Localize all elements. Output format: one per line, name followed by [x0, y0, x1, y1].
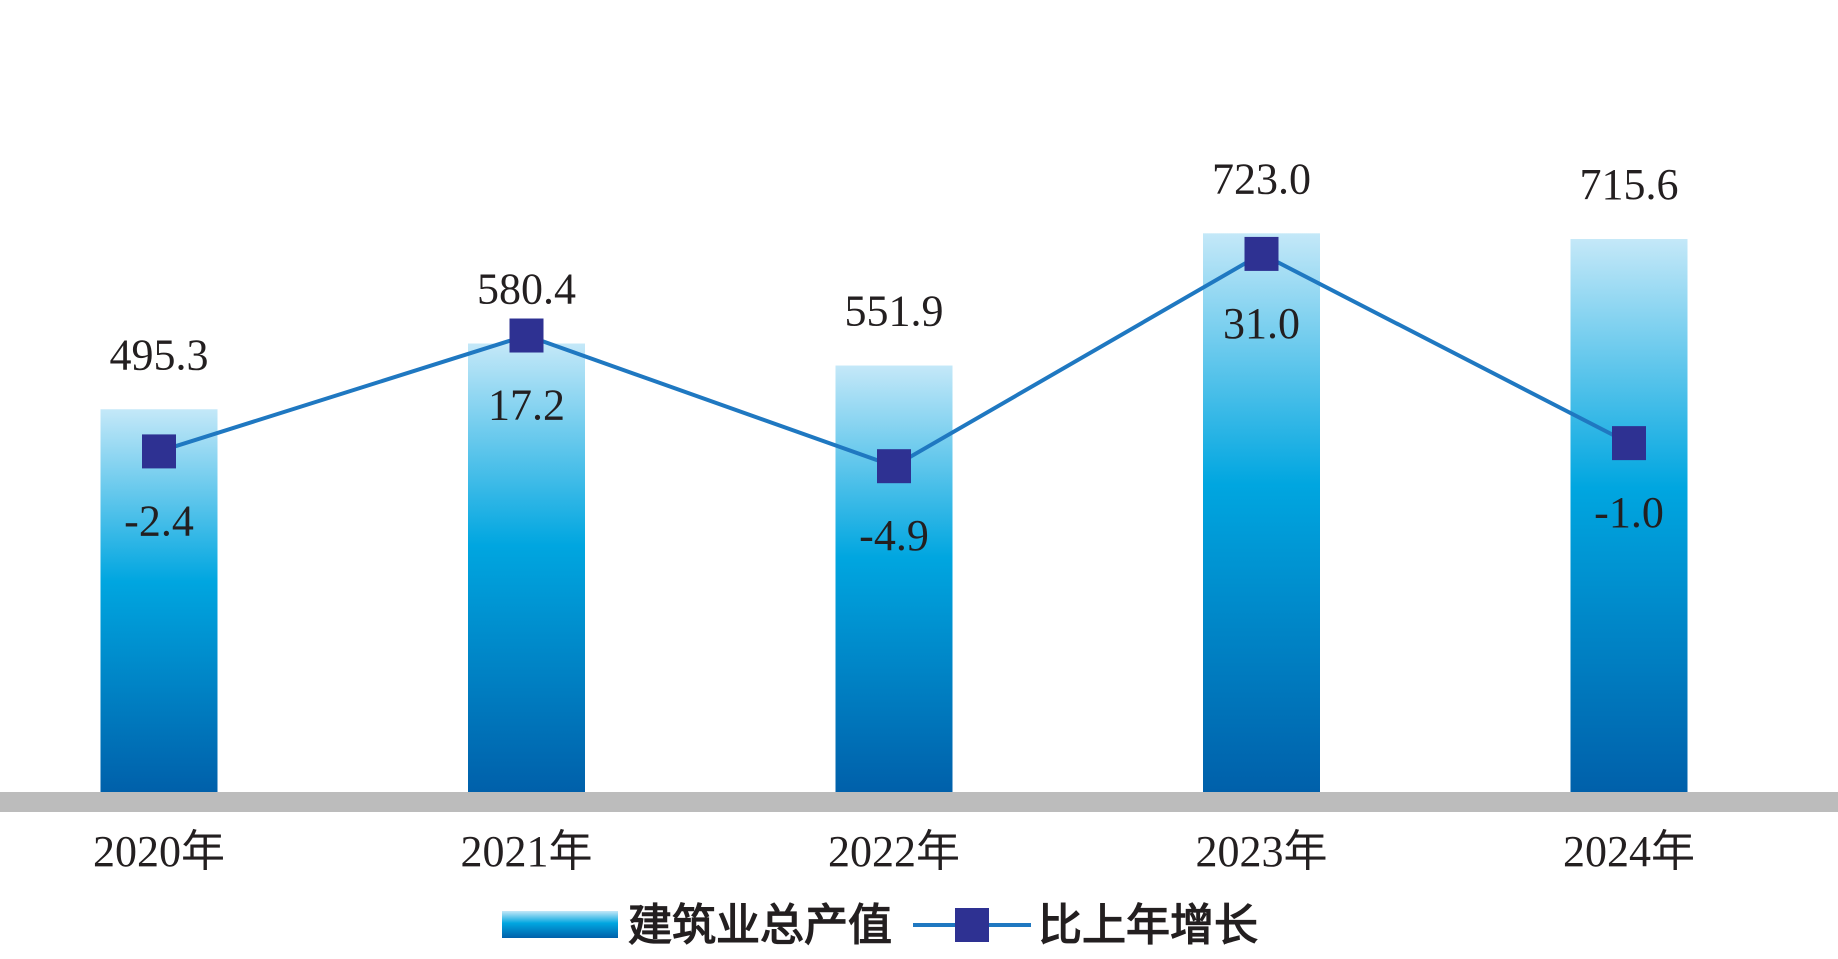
growth-value-label: 31.0 — [1223, 299, 1300, 348]
x-tick-label: 2024年 — [1563, 827, 1695, 876]
growth-marker — [142, 434, 176, 469]
growth-marker — [877, 449, 911, 484]
data-labels: 495.3 580.4 551.9 723.0 715.6 -2.4 17.2 -4.9 31.… — [110, 154, 1679, 560]
bar-value-label: 580.4 — [477, 265, 576, 314]
bar-2020年 — [100, 409, 218, 792]
bar-2021年 — [468, 343, 585, 792]
line-series — [142, 236, 1646, 484]
growth-marker — [1612, 426, 1646, 461]
x-axis-baseline — [0, 792, 1838, 812]
x-tick-label: 2022年 — [828, 827, 960, 876]
bar-2024年 — [1570, 239, 1688, 792]
legend-line-label: 比上年增长 — [1038, 900, 1258, 951]
x-tick-label: 2021年 — [461, 827, 593, 876]
growth-value-label: -1.0 — [1594, 488, 1664, 537]
growth-marker — [1244, 236, 1279, 271]
bar-series — [100, 233, 1688, 792]
bar-value-label: 495.3 — [110, 330, 209, 379]
bar-value-label: 551.9 — [845, 287, 944, 336]
x-tick-label: 2020年 — [93, 827, 225, 876]
legend-line-marker — [955, 908, 989, 942]
x-axis-ticks: 2020年 2021年 2022年 2023年 2024年 — [93, 827, 1695, 876]
legend-bar-label: 建筑业总产值 — [628, 900, 892, 951]
legend: 建筑业总产值 比上年增长 — [502, 900, 1258, 951]
growth-value-label: -2.4 — [124, 496, 194, 545]
bar-value-label: 715.6 — [1580, 160, 1679, 209]
growth-value-label: 17.2 — [488, 381, 565, 430]
legend-bar-swatch — [502, 911, 618, 938]
bar-2023年 — [1203, 233, 1320, 792]
bar-value-label: 723.0 — [1212, 154, 1311, 203]
growth-value-label: -4.9 — [859, 511, 929, 560]
x-tick-label: 2023年 — [1196, 827, 1328, 876]
bar-2022年 — [835, 365, 953, 792]
growth-marker — [509, 318, 544, 353]
